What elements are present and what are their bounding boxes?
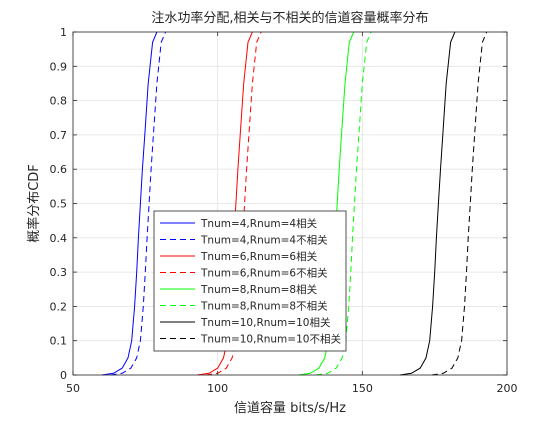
series-line-2 bbox=[110, 31, 167, 376]
y-tick-label: 0.2 bbox=[50, 300, 68, 313]
series-line-1 bbox=[101, 31, 158, 376]
legend-label: Tnum=6,Rnum=6相关 bbox=[200, 250, 318, 263]
y-tick-label: 0.3 bbox=[50, 266, 68, 279]
legend-label: Tnum=10,Rnum=10相关 bbox=[200, 316, 331, 329]
legend-label: Tnum=4,Rnum=4相关 bbox=[200, 217, 318, 230]
y-tick-label: 0.4 bbox=[50, 232, 68, 245]
y-tick-label: 0.7 bbox=[50, 129, 68, 142]
y-tick-label: 0.9 bbox=[50, 60, 68, 73]
chart-title: 注水功率分配,相关与不相关的信道容量概率分布 bbox=[151, 10, 428, 26]
y-tick-label: 0.8 bbox=[50, 95, 68, 108]
y-axis-title: 概率分布CDF bbox=[26, 164, 42, 243]
series-line-8 bbox=[431, 31, 488, 376]
y-tick-label: 1 bbox=[60, 26, 67, 39]
x-tick-label: 200 bbox=[497, 382, 518, 395]
legend-label: Tnum=10,Rnum=10不相关 bbox=[200, 333, 341, 346]
y-tick-label: 0.1 bbox=[50, 335, 68, 348]
axis-ticks: 50 100 150 200 0 0.1 0.2 0.3 0.4 0.5 0.6 0.7 0.8 0.9 1 bbox=[50, 26, 518, 395]
y-tick-label: 0.6 bbox=[50, 163, 68, 176]
series-line-6 bbox=[315, 31, 372, 376]
y-tick-label: 0 bbox=[60, 369, 67, 382]
series-line-4 bbox=[206, 31, 262, 376]
legend-label: Tnum=4,Rnum=4不相关 bbox=[200, 234, 328, 247]
legend-box bbox=[153, 210, 347, 352]
x-tick-label: 100 bbox=[207, 382, 228, 395]
legend-label: Tnum=6,Rnum=6不相关 bbox=[200, 267, 328, 280]
legend: Tnum=4,Rnum=4相关 Tnum=4,Rnum=4不相关 Tnum=6,Rn… bbox=[153, 210, 347, 352]
legend-label: Tnum=8,Rnum=8相关 bbox=[200, 283, 318, 296]
x-tick-label: 50 bbox=[66, 382, 80, 395]
series-line-7 bbox=[399, 31, 456, 376]
y-tick-label: 0.5 bbox=[50, 198, 68, 211]
legend-label: Tnum=8,Rnum=8不相关 bbox=[200, 300, 328, 313]
x-tick-label: 150 bbox=[352, 382, 373, 395]
x-axis-title: 信道容量 bits/s/Hz bbox=[234, 400, 346, 416]
